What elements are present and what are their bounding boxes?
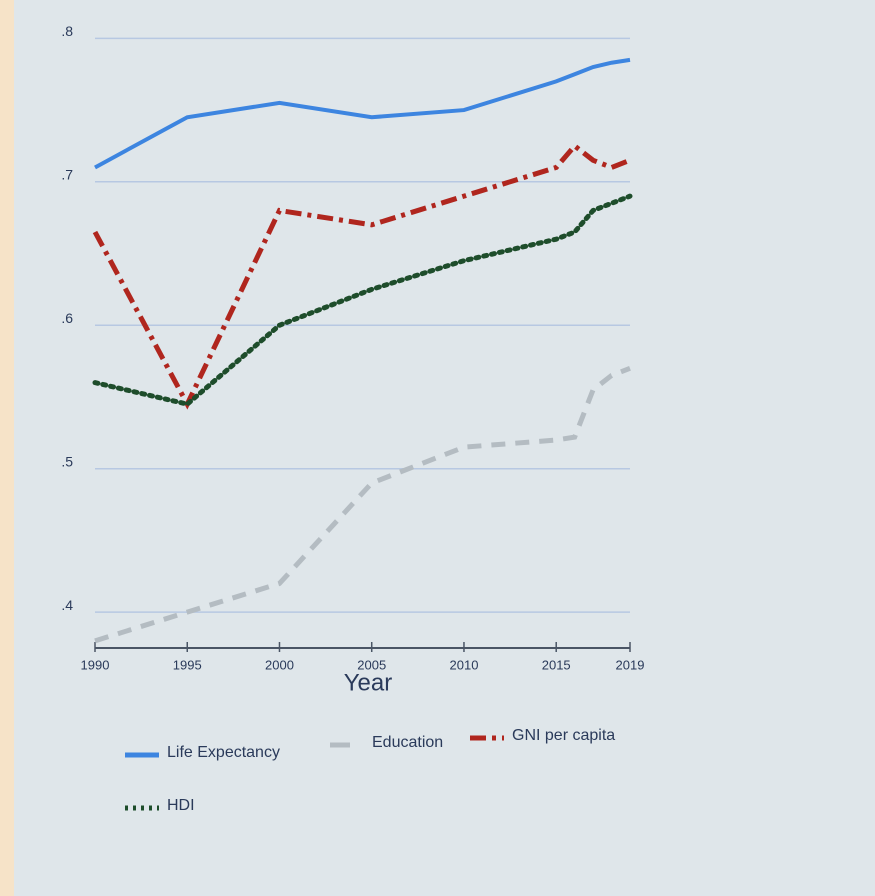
x-tick-label: 2019 — [616, 657, 645, 672]
x-tick-label: 2015 — [542, 657, 571, 672]
x-tick-label: 2005 — [357, 657, 386, 672]
legend-label: Education — [372, 734, 443, 751]
screen — [14, 0, 875, 896]
x-tick-label: 2000 — [265, 657, 294, 672]
x-tick-label: 1990 — [81, 657, 110, 672]
y-tick-label: .4 — [61, 597, 73, 613]
y-tick-label: .7 — [61, 166, 73, 182]
x-axis-label: Year — [344, 669, 393, 696]
page: Year .4 .5 .6 .7 .8 1990 1995 2000 2005 2010 2015 2… — [0, 0, 875, 896]
y-tick-label: .5 — [61, 453, 73, 469]
legend-label: Life Expectancy — [167, 744, 280, 761]
legend-label: HDI — [167, 797, 195, 814]
x-tick-label: 2010 — [450, 657, 479, 672]
chart: Year .4 .5 .6 .7 .8 1990 1995 2000 2005 2010 2015 2… — [0, 0, 875, 896]
y-tick-label: .8 — [61, 23, 73, 39]
legend-label: GNI per capita — [512, 727, 615, 744]
y-tick-label: .6 — [61, 310, 73, 326]
x-tick-label: 1995 — [173, 657, 202, 672]
